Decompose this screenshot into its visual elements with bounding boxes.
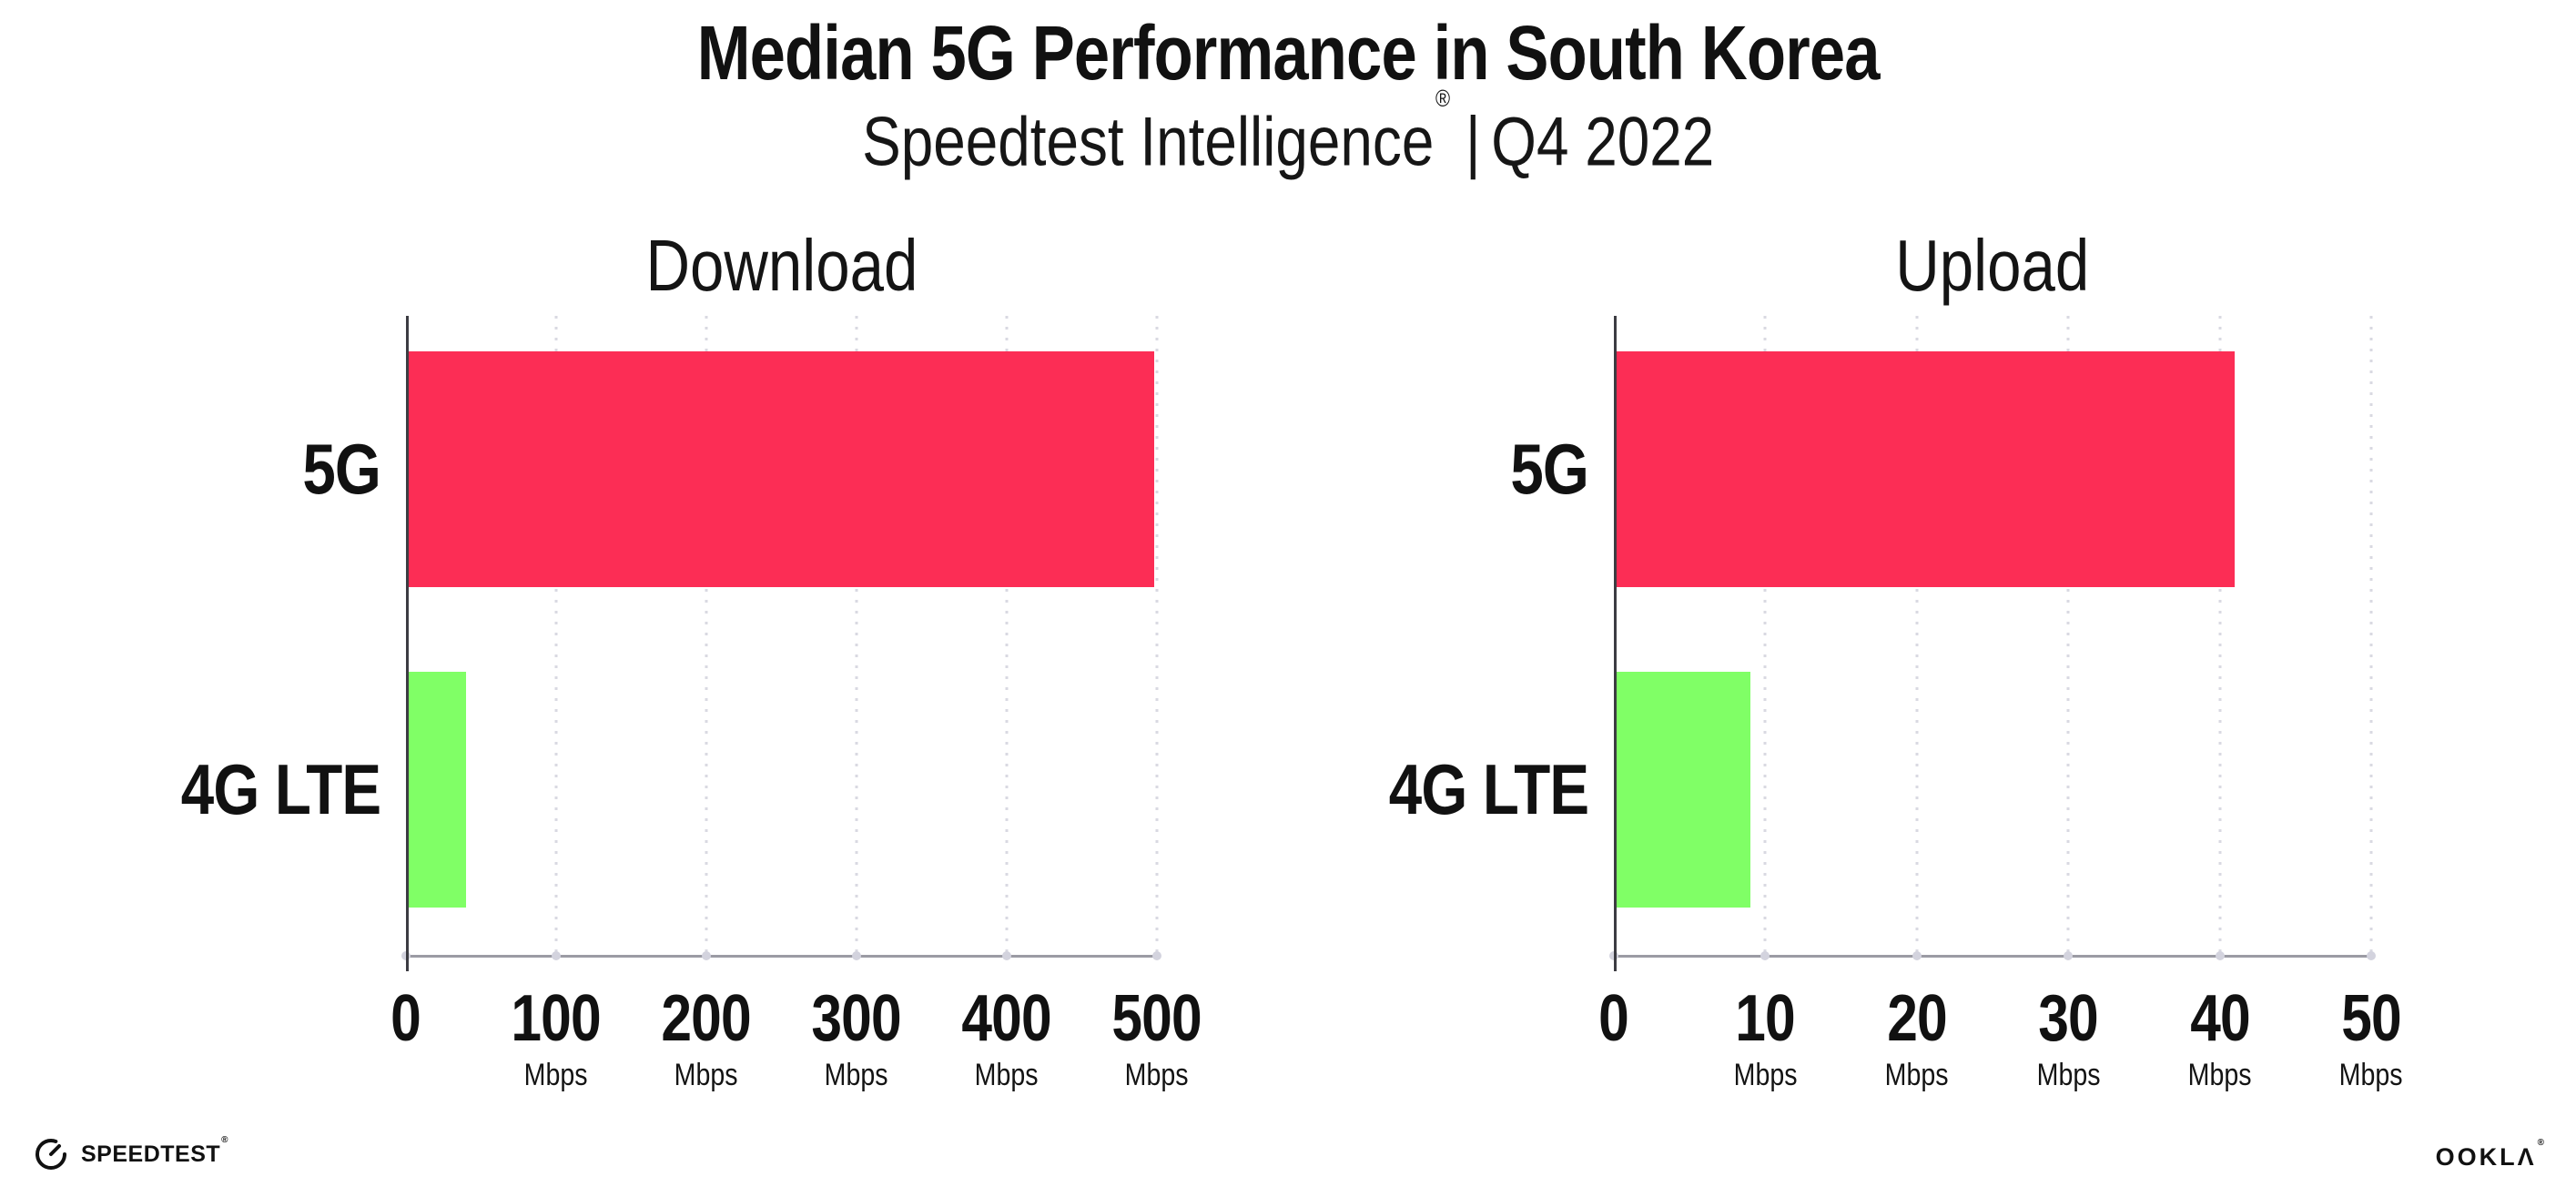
subtitle-period: Q4 2022: [1491, 103, 1715, 181]
registered-mark: ®: [221, 1135, 229, 1146]
gridline: [1763, 316, 1767, 957]
tick-10: 10 Mbps: [1733, 982, 1798, 1092]
axis-tick-dot: [2215, 951, 2225, 960]
axis-tick-dot: [852, 951, 861, 960]
tick-50: 50 Mbps: [2339, 982, 2403, 1092]
tick-200: 200 Mbps: [661, 982, 752, 1092]
tick-500: 500 Mbps: [1111, 982, 1202, 1092]
axis-tick-dot: [1002, 951, 1011, 960]
tick-0: 0: [390, 982, 422, 1055]
speedtest-wordmark: SPEEDTEST®: [81, 1135, 229, 1167]
tick-100: 100 Mbps: [511, 982, 602, 1092]
gridline: [1155, 316, 1159, 957]
category-label-4g-lte: 4G LTE: [180, 749, 381, 829]
speedtest-gauge-icon: [35, 1139, 66, 1170]
gridline: [554, 316, 558, 957]
upload-plot-area: 5G 4G LTE: [1389, 316, 2376, 971]
tick-300: 300 Mbps: [811, 982, 902, 1092]
registered-mark: ®: [2537, 1138, 2547, 1148]
speedtest-logo: SPEEDTEST®: [33, 1135, 229, 1172]
gridline: [855, 316, 858, 957]
x-axis-line: [1614, 955, 2371, 958]
download-chart-title: Download: [645, 225, 918, 306]
tick-0: 0: [1598, 982, 1630, 1055]
axis-tick-dot: [1912, 951, 1922, 960]
axis-tick-dot: [702, 951, 711, 960]
tick-40: 40 Mbps: [2187, 982, 2252, 1092]
gridline: [705, 316, 708, 957]
y-axis-line: [1614, 316, 1617, 971]
x-axis-line: [406, 955, 1157, 958]
page-title: Median 5G Performance in South Korea: [0, 13, 2576, 93]
category-label-4g-lte: 4G LTE: [1388, 749, 1589, 829]
axis-tick-dot: [1760, 951, 1770, 960]
ookla-logo: OOKLΛ®: [2435, 1138, 2547, 1171]
bar-download-4g-lte: [406, 672, 466, 908]
registered-mark: ®: [1435, 85, 1450, 112]
tick-20: 20 Mbps: [1884, 982, 1949, 1092]
y-axis-line: [406, 316, 409, 971]
page-title-text: Median 5G Performance in South Korea: [696, 10, 1881, 96]
axis-tick-dot: [552, 951, 561, 960]
bar-upload-5g: [1614, 351, 2236, 587]
axis-tick-dot: [2367, 951, 2376, 960]
axis-tick-dot: [2064, 951, 2074, 960]
gridline: [2369, 316, 2373, 957]
bar-upload-4g-lte: [1614, 672, 1750, 908]
category-label-5g: 5G: [302, 429, 381, 509]
tick-30: 30 Mbps: [2036, 982, 2101, 1092]
bar-download-5g: [406, 351, 1154, 587]
category-label-5g: 5G: [1510, 429, 1589, 509]
upload-chart-title: Upload: [1895, 225, 2090, 306]
gridline: [1005, 316, 1009, 957]
tick-400: 400 Mbps: [961, 982, 1052, 1092]
download-plot-area: 5G 4G LTE: [181, 316, 1161, 971]
subtitle-divider: |: [1465, 103, 1481, 181]
gridline: [2218, 316, 2222, 957]
axis-tick-dot: [1152, 951, 1161, 960]
gridline: [2066, 316, 2070, 957]
page-subtitle: Speedtest Intelligence® | Q4 2022: [0, 85, 2576, 182]
gridline: [1915, 316, 1919, 957]
subtitle-brand: Speedtest Intelligence: [861, 103, 1435, 181]
